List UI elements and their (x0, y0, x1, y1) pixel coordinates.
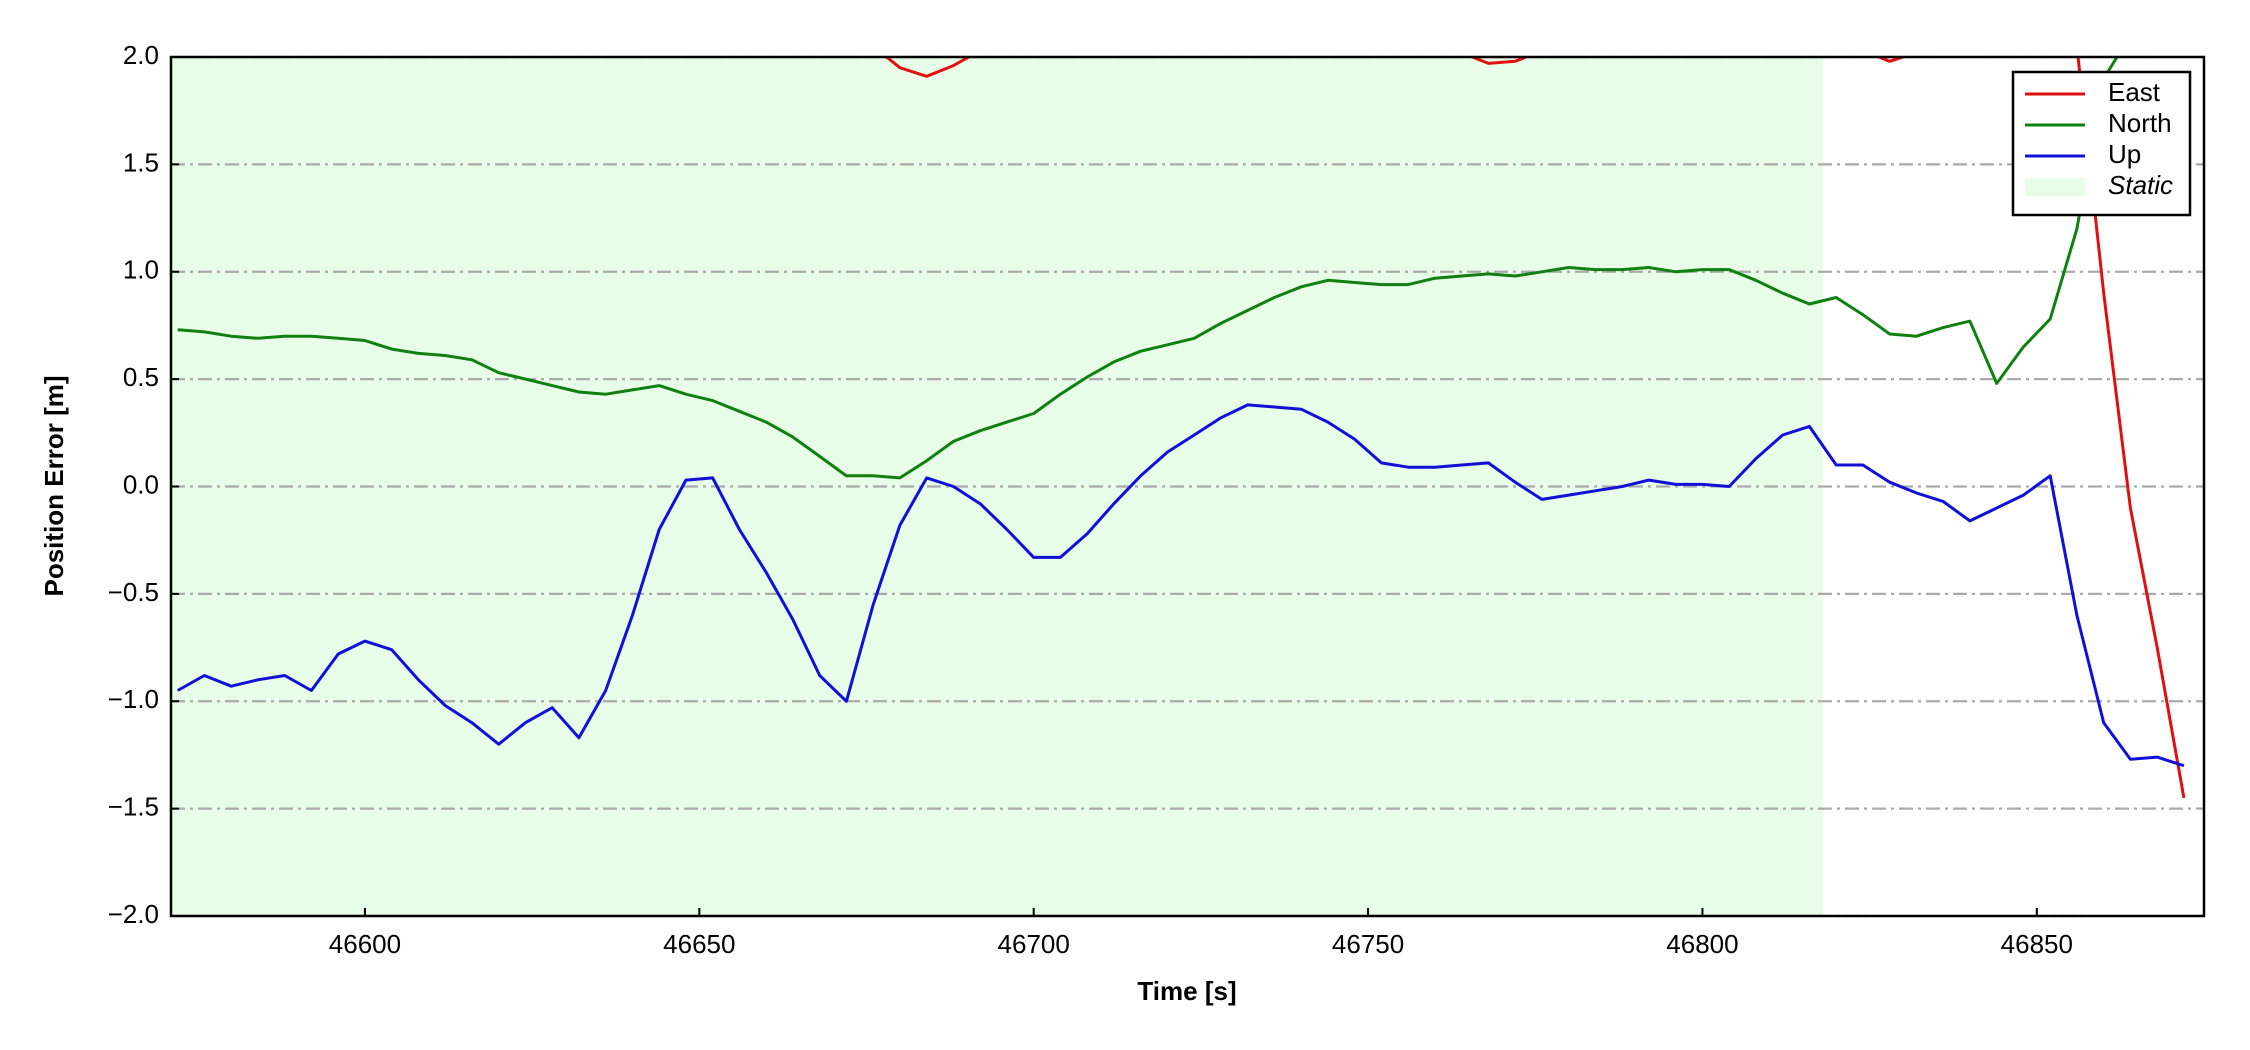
series-line (177, 57, 2119, 480)
y-axis-title: Position Error [m] (39, 375, 69, 596)
plot-lines (176, 57, 2186, 799)
x-tick-label: 46700 (998, 929, 1070, 959)
y-tick-label: 2.0 (123, 40, 159, 70)
y-tick-label: 0.5 (123, 362, 159, 392)
y-tick-label: 1.5 (123, 147, 159, 177)
y-tick-label: 0.0 (123, 469, 159, 499)
legend-label: North (2108, 108, 2172, 138)
legend-swatch (2025, 178, 2085, 196)
legend-label: Up (2108, 139, 2141, 169)
x-tick-label: 46850 (2001, 929, 2073, 959)
legend-label: East (2108, 77, 2161, 107)
y-tick-label: −2.0 (108, 899, 159, 929)
x-axis-title: Time [s] (1137, 976, 1236, 1006)
y-tick-label: −1.5 (108, 792, 159, 822)
series-line (884, 57, 2186, 799)
series-line (176, 403, 2185, 768)
y-tick-label: 1.0 (123, 255, 159, 285)
y-tick-label: −1.0 (108, 684, 159, 714)
x-tick-label: 46800 (1666, 929, 1738, 959)
legend-label: Static (2108, 170, 2173, 200)
x-tick-label: 46650 (663, 929, 735, 959)
y-tick-label: −0.5 (108, 577, 159, 607)
plot-frame (169, 55, 2206, 918)
x-tick-label: 46750 (1332, 929, 1404, 959)
x-tick-label: 46600 (329, 929, 401, 959)
